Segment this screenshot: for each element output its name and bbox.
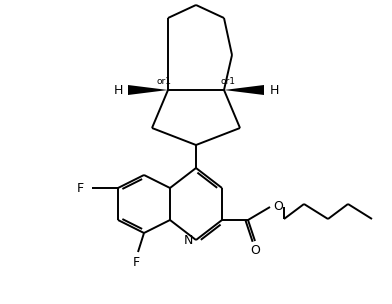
Text: O: O [250,244,260,257]
Text: H: H [269,84,279,96]
Text: H: H [113,84,123,96]
Polygon shape [128,85,168,95]
Text: N: N [183,233,193,247]
Text: or1: or1 [156,78,171,87]
Text: F: F [77,181,84,195]
Polygon shape [224,85,264,95]
Text: O: O [273,201,283,213]
Text: or1: or1 [220,78,236,87]
Text: F: F [132,255,140,268]
